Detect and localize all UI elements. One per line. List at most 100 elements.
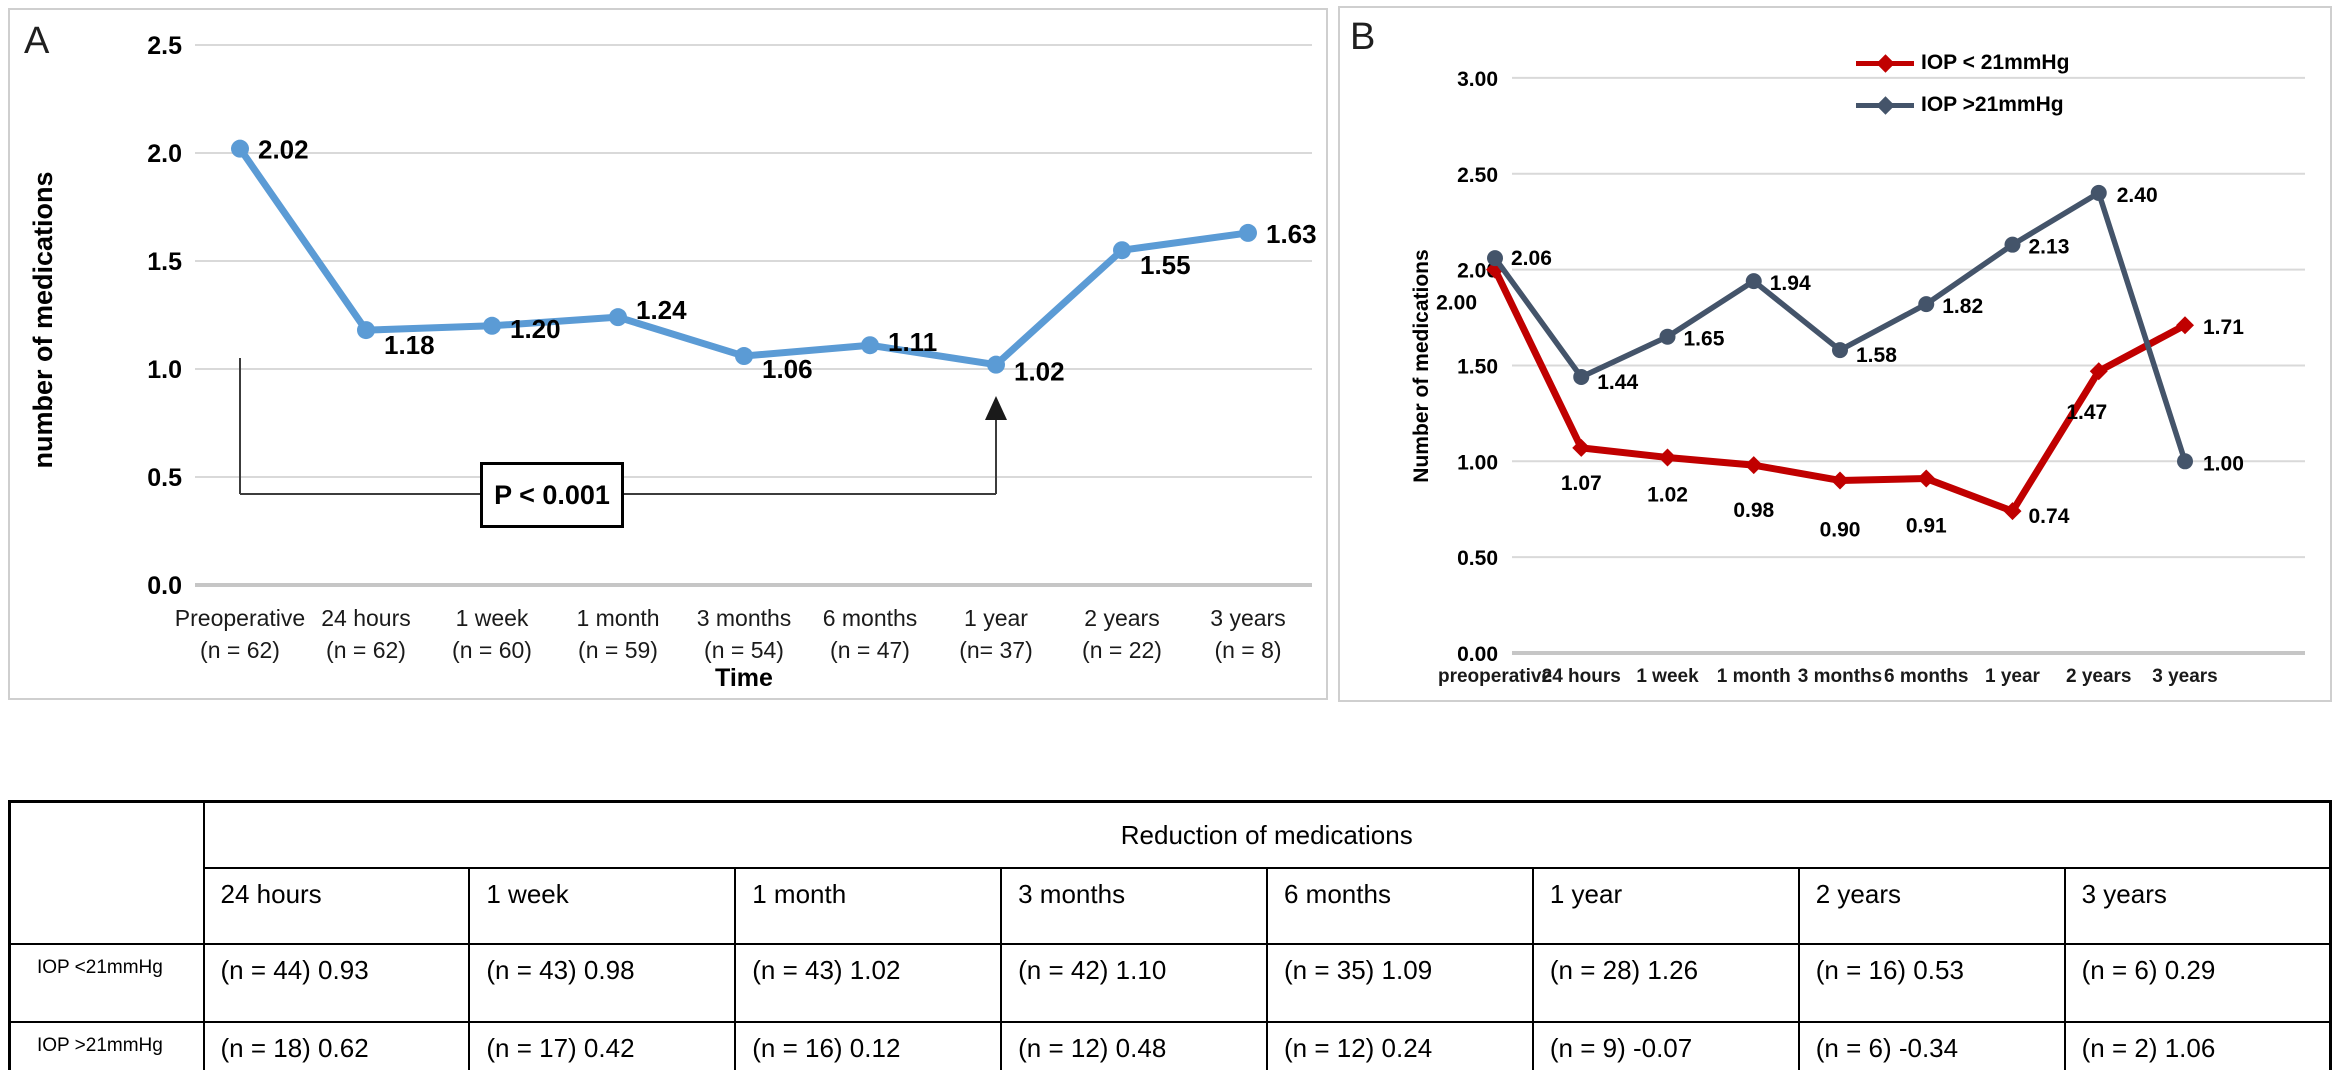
x-category-label: 6 months [1884,666,1968,687]
data-point-marker [735,347,753,366]
table-column-header: 1 week [468,867,737,945]
chart-b-y-axis-title: Number of medications [1410,249,1433,483]
data-point-label: 0.90 [1820,518,1861,541]
y-tick-label: 1.00 [1457,451,1498,474]
reduction-of-medications-table: Reduction of medications 24 hours 1 week 1… [8,800,2332,1070]
data-point-label: 1.58 [1856,344,1897,367]
x-category-label: 6 months [823,605,918,631]
table-cell: (n = 43) 1.02 [734,943,1003,1023]
data-point-marker [1744,456,1763,475]
table-cell: (n = 28) 1.26 [1531,943,1800,1023]
data-point-marker [609,308,627,327]
data-point-marker [1917,469,1936,488]
data-point-marker [231,139,249,158]
data-point-marker [2003,502,2022,521]
data-point-label: 1.44 [1597,371,1638,394]
table-row: IOP <21mmHg (n = 44) 0.93 (n = 43) 0.98 (n … [8,943,2332,1023]
table-cell: (n = 6) 0.29 [2063,943,2332,1023]
arrowhead-up-icon [985,396,1007,420]
legend-marker-icon [1876,53,1895,73]
table-row: IOP >21mmHg (n = 18) 0.62 (n = 17) 0.42 (n … [8,1021,2332,1070]
data-point-label: 1.00 [2203,452,2244,475]
x-category-label: 1 month [576,605,659,631]
x-category-label: preoperative [1438,666,1552,687]
chart-panel-b: 3.00 2.50 2.00 1.50 1.00 0.50 0.00 preoperative… [1338,6,2332,702]
data-point-label: 2.02 [258,135,309,165]
data-point-marker [1831,471,1849,490]
x-category-count: (n = 47) [830,637,910,663]
table-cell: (n = 16) 0.53 [1797,943,2066,1023]
data-point-marker [1658,448,1677,467]
table-cell: (n = 18) 0.62 [202,1021,471,1070]
data-point-label: 1.20 [510,314,561,344]
x-category-label: 24 hours [1542,666,1621,687]
legend-item: IOP >21mmHg [1856,92,2069,118]
legend-marker-icon [1876,95,1895,115]
table-corner-cell [8,800,205,945]
table-cell: (n = 17) 0.42 [468,1021,737,1070]
x-category-label: Preoperative [175,605,305,631]
x-category-label: 1 week [456,605,529,631]
y-tick-label: 1.5 [147,248,182,276]
y-tick-label: 1.50 [1457,355,1498,378]
data-point-marker [1745,273,1762,290]
panel-b-letter: B [1350,16,1376,58]
table-cell: (n = 43) 0.98 [468,943,737,1023]
table-cell: (n = 42) 1.10 [1000,943,1268,1023]
legend-line-diamond-icon [1856,53,1914,73]
data-point-marker [357,321,375,340]
data-point-marker [2004,236,2021,253]
x-category-count: (n= 37) [959,637,1033,663]
y-tick-label: 2.00 [1457,260,1498,283]
table-span-header: Reduction of medications [202,800,2332,869]
table-cell: (n = 16) 0.12 [734,1021,1003,1070]
chart-a-y-axis-title: number of medications [28,171,58,469]
data-point-label: 1.02 [1014,357,1065,387]
data-point-marker [1573,368,1590,385]
chart-b-svg: 3.00 2.50 2.00 1.50 1.00 0.50 0.00preoperative… [1436,68,2305,687]
table-cell: (n = 2) 1.06 [2063,1021,2332,1070]
y-tick-label: 0.5 [147,464,182,492]
data-point-label: 1.63 [1266,219,1317,249]
x-category-label: 3 years [1210,605,1285,631]
data-point-label: 2.40 [2117,184,2158,207]
x-category-label: 1 year [1985,666,2041,687]
data-point-marker [483,316,501,335]
data-point-marker [1239,223,1257,242]
y-tick-label: 0.50 [1457,547,1498,570]
data-point-label: 1.47 [2066,401,2107,424]
data-point-marker [1918,296,1935,313]
table-row-label: IOP >21mmHg [8,1021,205,1070]
data-point-label: 2.13 [2029,236,2070,259]
data-point-label: 1.71 [2203,316,2244,339]
data-point-label: 1.07 [1561,472,1602,495]
chart-a-svg: 2.5 2.0 1.5 1.0 0.5 0.0 Preoperative (n = 62) 24… [147,32,1317,663]
data-point-label: 1.11 [888,327,937,357]
y-tick-label: 2.5 [147,32,182,60]
x-category-label: 24 hours [321,605,411,631]
data-point-marker [2089,362,2108,381]
table-column-header: 6 months [1266,867,1534,945]
data-point-marker [1572,438,1591,457]
data-point-label: 0.91 [1906,515,1947,538]
table-cell: (n = 9) -0.07 [1531,1021,1800,1070]
chart-b-legend: IOP < 21mmHg IOP >21mmHg [1856,50,2069,134]
x-category-count: (n = 62) [200,637,280,663]
table-column-header: 24 hours [202,867,471,945]
y-tick-label: 0.00 [1457,643,1498,666]
table-row-label: IOP <21mmHg [8,943,205,1023]
x-category-count: (n = 8) [1214,637,1281,663]
table-cell: (n = 35) 1.09 [1266,943,1534,1023]
data-point-marker [2090,184,2107,201]
x-category-label: 1 month [1717,666,1791,687]
x-category-label: 3 months [697,605,792,631]
data-point-label: 2.06 [1511,247,1552,270]
legend-label: IOP >21mmHg [1921,93,2064,116]
x-category-count: (n = 62) [326,637,406,663]
data-point-label: 0.98 [1733,499,1774,522]
data-point-label: 1.82 [1942,295,1983,318]
x-category-label: 1 year [964,605,1028,631]
data-point-label: 2.00 [1436,292,1477,315]
data-point-label: 1.02 [1647,483,1688,506]
